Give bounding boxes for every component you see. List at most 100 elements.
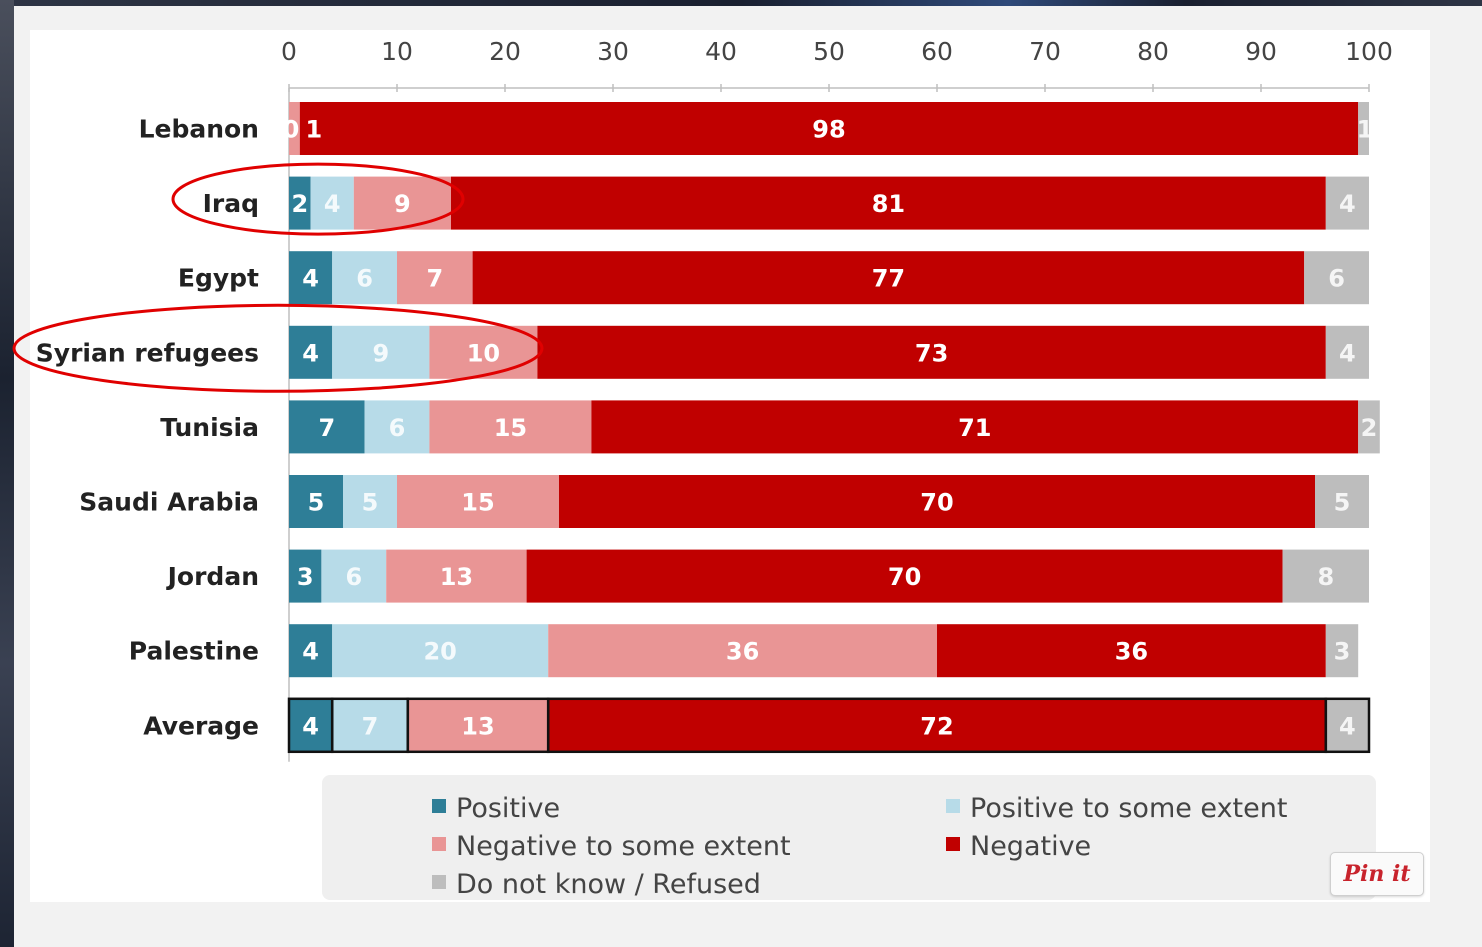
category-label: Egypt: [178, 264, 259, 293]
bar-segment-negative-to-some-extent: [289, 102, 300, 155]
bar-segment-positive: [289, 624, 333, 678]
bar-segment-negative: [591, 400, 1359, 454]
data-label: 10: [467, 339, 500, 367]
data-label: 2: [1361, 414, 1378, 442]
bar-segment-positive-to-some-extent: [321, 549, 387, 603]
bar-segment-negative: [537, 325, 1326, 379]
window-left-edge: [0, 0, 14, 947]
bar-segment-negative-to-some-extent: [397, 251, 473, 305]
data-label: 8: [1317, 563, 1334, 591]
bar-segment-do-not-know-refused: [1282, 549, 1369, 603]
data-label: 5: [362, 489, 379, 517]
bar-segment-do-not-know-refused: [1358, 400, 1380, 454]
category-label: Palestine: [129, 637, 259, 666]
x-tick-label: 80: [1137, 37, 1169, 66]
data-label: 4: [324, 190, 341, 218]
data-label: 81: [872, 190, 905, 218]
data-label: 15: [494, 414, 527, 442]
data-label: 5: [308, 489, 325, 517]
bar-segment-negative-to-some-extent: [407, 698, 549, 752]
data-label: 4: [302, 339, 319, 367]
data-label: 71: [958, 414, 991, 442]
legend-swatch-positive-to-some-extent: [946, 799, 960, 813]
data-label: 15: [461, 489, 494, 517]
x-tick-label: 100: [1345, 37, 1393, 66]
legend-label-do-not-know-refused: Do not know / Refused: [456, 869, 761, 900]
x-tick-label: 20: [489, 37, 521, 66]
bar-segment-do-not-know-refused: [1304, 251, 1369, 305]
data-label: 4: [1339, 712, 1356, 740]
bar-segment-negative: [472, 251, 1305, 305]
bar-segment-positive: [289, 698, 333, 752]
data-label: 5: [1334, 489, 1351, 517]
x-tick-label: 70: [1029, 37, 1061, 66]
bar-segment-positive-to-some-extent: [310, 176, 354, 230]
bar-segment-do-not-know-refused: [1325, 698, 1369, 752]
bar-segment-negative: [526, 549, 1283, 603]
category-label: Tunisia: [160, 413, 259, 442]
data-label: 1: [305, 116, 322, 144]
bar-segment-positive-to-some-extent: [332, 624, 549, 678]
data-label: 36: [1115, 638, 1148, 666]
legend-background: [322, 775, 1376, 900]
legend-label-positive-to-some-extent: Positive to some extent: [970, 793, 1287, 824]
data-label: 6: [356, 265, 373, 293]
bar-segment-positive: [289, 400, 365, 454]
bar-segment-do-not-know-refused: [1325, 325, 1369, 379]
data-label: 9: [394, 190, 411, 218]
bar-segment-negative-to-some-extent: [548, 624, 937, 678]
bar-segment-do-not-know-refused: [1358, 102, 1369, 155]
data-label: 4: [302, 712, 319, 740]
bar-segment-negative: [299, 102, 1359, 155]
legend-label-negative: Negative: [970, 831, 1091, 862]
bar-segment-positive: [289, 549, 322, 603]
data-label: 4: [1339, 339, 1356, 367]
pin-it-button[interactable]: Pin it: [1330, 852, 1424, 896]
category-label: Syrian refugees: [36, 338, 259, 367]
data-label: 1: [1357, 116, 1374, 144]
data-label: 4: [1339, 190, 1356, 218]
data-label: 4: [302, 265, 319, 293]
bar-segment-positive-to-some-extent: [343, 475, 397, 528]
category-label: Jordan: [166, 562, 259, 591]
legend-label-negative-to-some-extent: Negative to some extent: [456, 831, 791, 862]
data-label: 13: [440, 563, 473, 591]
x-tick-label: 30: [597, 37, 629, 66]
bar-segment-positive-to-some-extent: [332, 698, 408, 752]
bar-segment-positive: [289, 475, 343, 528]
data-label: 20: [423, 638, 456, 666]
bar-segment-positive: [289, 176, 311, 230]
window-top-edge: [0, 0, 1482, 6]
bar-segment-negative: [548, 698, 1326, 752]
data-label: 3: [297, 563, 314, 591]
bar-segment-negative: [451, 176, 1326, 230]
category-label: Saudi Arabia: [79, 488, 259, 517]
data-label: 13: [461, 712, 494, 740]
bar-segment-do-not-know-refused: [1325, 176, 1369, 230]
data-label: 9: [372, 339, 389, 367]
data-label: 98: [812, 116, 845, 144]
category-label: Lebanon: [139, 115, 259, 144]
data-label: 7: [362, 712, 379, 740]
bar-segment-do-not-know-refused: [1325, 624, 1359, 678]
x-tick-label: 90: [1245, 37, 1277, 66]
chart-panel: [30, 30, 1430, 902]
data-label: 70: [888, 563, 921, 591]
data-label: 0: [283, 116, 300, 144]
x-tick-label: 60: [921, 37, 953, 66]
data-label: 6: [345, 563, 362, 591]
data-label: 7: [426, 265, 443, 293]
bar-segment-positive-to-some-extent: [332, 251, 397, 305]
data-label: 36: [726, 638, 759, 666]
bar-segment-negative: [559, 475, 1315, 528]
legend-swatch-do-not-know-refused: [432, 875, 446, 889]
category-label: Average: [143, 711, 259, 740]
data-label: 6: [1328, 265, 1345, 293]
data-label: 72: [920, 712, 953, 740]
bar-segment-negative-to-some-extent: [429, 400, 592, 454]
legend-swatch-positive: [432, 799, 446, 813]
data-label: 77: [872, 265, 905, 293]
data-label: 2: [291, 190, 308, 218]
legend-swatch-negative-to-some-extent: [432, 837, 446, 851]
